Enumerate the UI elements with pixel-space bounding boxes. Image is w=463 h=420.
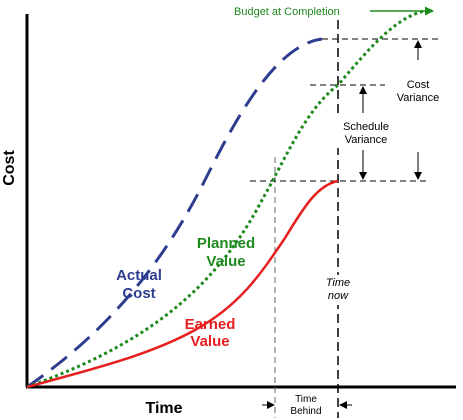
time-now-label-line2: now	[328, 290, 349, 302]
time-now-label-line1: Time	[326, 277, 350, 289]
planned-value-label-line2: Value	[206, 253, 245, 270]
budget-at-completion-label: Budget at Completion	[234, 6, 340, 18]
actual-cost-label-line1: Actual	[116, 267, 162, 284]
planned-value-label-line1: Planned	[197, 235, 255, 252]
cost-variance-label-bg	[394, 76, 442, 106]
earned-value-label-line1: Earned	[185, 316, 236, 333]
earned-value-label-line2: Value	[190, 333, 229, 350]
earned-value-curve	[26, 179, 339, 389]
actual-cost-label-line2: Cost	[122, 285, 155, 302]
planned-value-curve	[26, 8, 433, 389]
actual-cost-curve	[26, 37, 323, 389]
schedule-variance-label-bg	[337, 118, 393, 148]
time-now-label-bg	[322, 275, 354, 305]
y-axis-label: Cost	[1, 150, 18, 186]
schedule-variance-label-line1: Schedule	[343, 121, 389, 133]
x-axis-label: Time	[145, 400, 182, 417]
cost-variance-label-line1: Cost	[407, 79, 430, 91]
cost-variance-label-line2: Variance	[397, 92, 440, 104]
time-behind-label-line1: Time	[295, 394, 317, 405]
time-behind-label-line2: Behind	[290, 406, 321, 417]
schedule-variance-label-line2: Variance	[345, 134, 388, 146]
